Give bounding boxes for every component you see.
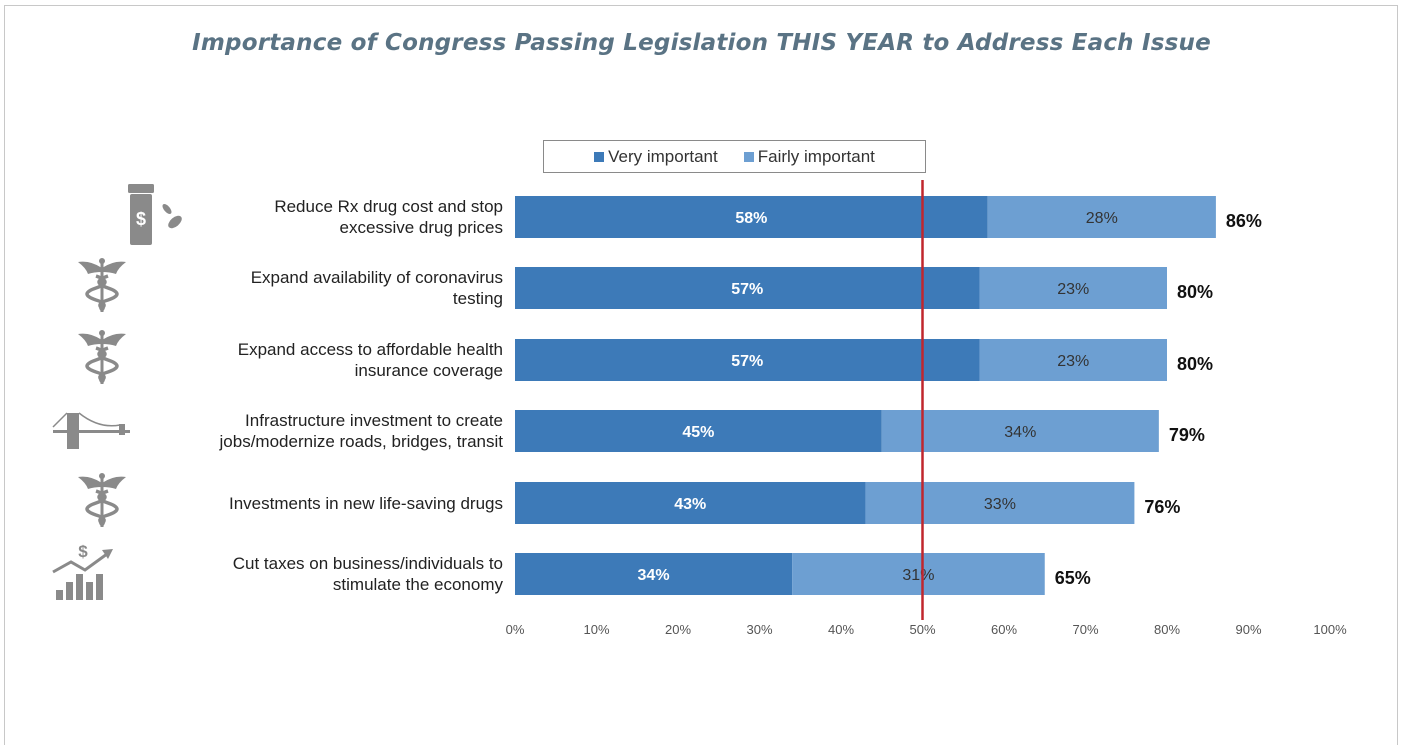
data-label-fairly-important: 28%: [1086, 210, 1118, 227]
category-label: Investments in new life-saving drugs: [229, 493, 503, 514]
data-label-fairly-important: 31%: [902, 567, 934, 584]
category-label: Expand access to affordable health insura…: [238, 339, 503, 381]
bar-very-important: [515, 482, 866, 524]
data-label-very-important: 57%: [731, 281, 763, 298]
data-label-very-important: 43%: [674, 496, 706, 513]
category-label-line: insurance coverage: [354, 361, 503, 380]
legend-label-fairly-important: Fairly important: [757, 146, 875, 166]
data-label-total: 76%: [1144, 497, 1180, 517]
x-tick-label: 70%: [1072, 622, 1098, 637]
x-tick-label: 10%: [583, 622, 609, 637]
caduceus-icon: [78, 330, 126, 384]
data-label-total: 80%: [1177, 282, 1213, 302]
chart-title: Importance of Congress Passing Legislati…: [192, 30, 1211, 56]
data-label-total: 65%: [1055, 568, 1091, 588]
data-label-total: 86%: [1226, 211, 1262, 231]
bar-very-important: [515, 410, 882, 452]
category-label-line: Reduce Rx drug cost and stop: [274, 197, 503, 216]
category-label-line: Investments in new life-saving drugs: [228, 493, 503, 513]
legend-item-very-important: Very important: [594, 147, 718, 167]
bar-fairly-important: [865, 482, 1135, 524]
data-label-fairly-important: 23%: [1057, 353, 1089, 370]
category-label-line: testing: [452, 289, 503, 308]
data-label-fairly-important: 34%: [1004, 424, 1036, 441]
legend-swatch-very-important: [594, 151, 605, 162]
bar-very-important: [515, 339, 980, 381]
x-tick-label: 80%: [1154, 622, 1180, 637]
category-label-line: Expand availability of coronavirus: [250, 268, 503, 287]
category-label-line: excessive drug prices: [339, 218, 503, 237]
x-tick-label: 100%: [1313, 622, 1347, 637]
bar-very-important: [515, 267, 980, 309]
data-label-fairly-important: 33%: [984, 496, 1016, 513]
data-label-very-important: 58%: [735, 210, 767, 227]
data-label-very-important: 34%: [638, 567, 670, 584]
data-label-total: 79%: [1169, 425, 1205, 445]
legend-item-fairly-important: Fairly important: [743, 146, 875, 167]
legend: Very important Fairly important: [543, 140, 926, 173]
data-label-very-important: 45%: [682, 424, 714, 441]
category-label-line: stimulate the economy: [332, 575, 503, 594]
pill-bottle-icon: $: [128, 184, 182, 245]
category-label: Cut taxes on business/individuals to stim…: [233, 553, 503, 595]
x-tick-label: 50%: [909, 622, 935, 637]
bar-very-important: [515, 196, 988, 238]
data-label-very-important: 57%: [731, 353, 763, 370]
bar-fairly-important: [987, 196, 1216, 238]
x-tick-label: 60%: [991, 622, 1017, 637]
bar-fairly-important: [979, 339, 1167, 381]
caduceus-icon: [78, 258, 126, 312]
data-label-fairly-important: 23%: [1057, 281, 1089, 298]
category-label: Reduce Rx drug cost and stop excessive dr…: [274, 196, 503, 238]
x-tick-label: 20%: [665, 622, 691, 637]
category-label: Expand availability of coronavirus testin…: [251, 267, 503, 309]
category-label-line: jobs/modernize roads, bridges, transit: [219, 432, 503, 451]
category-label-line: Expand access to affordable health: [237, 340, 503, 359]
caduceus-icon: [78, 473, 126, 527]
legend-swatch-fairly-important: [743, 151, 754, 162]
money-growth-icon: $: [52, 542, 113, 600]
bar-fairly-important: [979, 267, 1167, 309]
category-label: Infrastructure investment to create jobs/…: [220, 410, 503, 452]
svg-text:$: $: [136, 209, 146, 229]
bridge-icon: [52, 412, 130, 449]
svg-text:$: $: [78, 542, 88, 561]
x-tick-label: 40%: [828, 622, 854, 637]
category-label-line: Cut taxes on business/individuals to: [232, 554, 503, 573]
bar-fairly-important: [792, 553, 1045, 595]
category-label-line: Infrastructure investment to create: [245, 411, 503, 430]
bar-very-important: [515, 553, 793, 595]
x-tick-label: 0%: [506, 622, 525, 637]
x-tick-label: 30%: [746, 622, 772, 637]
data-label-total: 80%: [1177, 354, 1213, 374]
legend-label-very-important: Very important: [608, 146, 718, 166]
x-tick-label: 90%: [1235, 622, 1261, 637]
bar-fairly-important: [881, 410, 1159, 452]
